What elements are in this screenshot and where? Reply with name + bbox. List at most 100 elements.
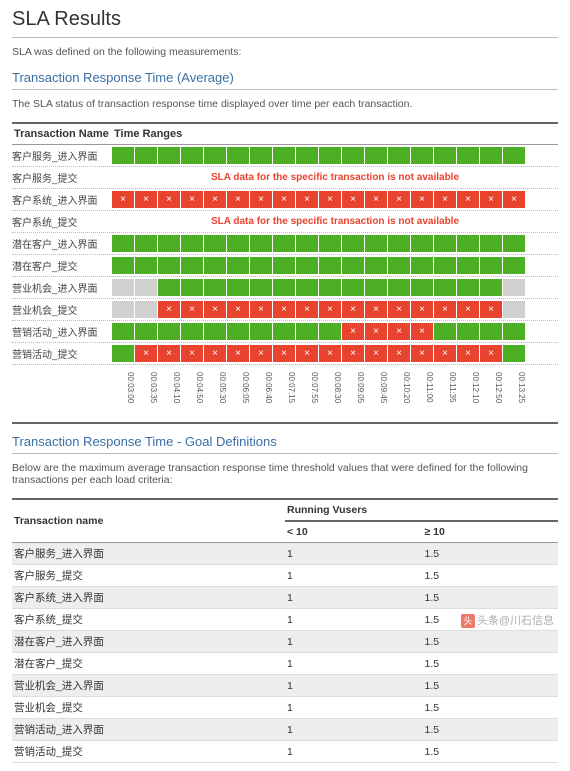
- goal-ge-value: 1.5: [423, 719, 559, 741]
- sla-cell-fail: [411, 323, 433, 340]
- goal-transaction-name: 潜在客户_提交: [12, 653, 285, 675]
- sla-cell-fail: [204, 345, 226, 362]
- section1-desc: The SLA status of transaction response t…: [12, 98, 558, 110]
- sla-cell-fail: [273, 345, 295, 362]
- sla-cell-pass: [342, 279, 364, 296]
- sla-cell-fail: [342, 301, 364, 318]
- sla-cell-pass: [503, 257, 525, 274]
- sla-cell-pass: [135, 235, 157, 252]
- transaction-name-cell: 潜在客户_进入界面: [12, 233, 112, 255]
- section1-title: Transaction Response Time (Average): [12, 70, 558, 85]
- divider: [12, 453, 558, 454]
- sla-cell-pass: [319, 147, 341, 164]
- time-tick: 00:11:35: [435, 370, 457, 415]
- section2-title: Transaction Response Time - Goal Definit…: [12, 434, 558, 449]
- sla-cell-pass: [204, 279, 226, 296]
- sla-cell-pass: [434, 257, 456, 274]
- goal-ge-value: 1.5: [423, 675, 559, 697]
- transaction-name-cell: 营业机会_进入界面: [12, 277, 112, 299]
- sla-cell-pass: [503, 323, 525, 340]
- goal-transaction-name: 客户系统_进入界面: [12, 587, 285, 609]
- sla-cell-pass: [365, 279, 387, 296]
- time-axis: 00:03:0000:03:3500:04:1000:04:5000:05:30…: [113, 370, 557, 415]
- sla-cell-pass: [250, 147, 272, 164]
- time-tick: 00:04:50: [182, 370, 204, 415]
- sla-cell-pass: [434, 235, 456, 252]
- divider: [12, 89, 558, 90]
- sla-cell-pass: [112, 257, 134, 274]
- section2-desc: Below are the maximum average transactio…: [12, 462, 558, 486]
- goal-ge-value: 1.5: [423, 565, 559, 587]
- sla-cell-fail: [319, 301, 341, 318]
- transaction-name-cell: 客户服务_提交: [12, 167, 112, 189]
- sla-cell-pass: [273, 235, 295, 252]
- sla-cell-fail: [457, 301, 479, 318]
- sla-cell-fail: [112, 191, 134, 208]
- sla-cell-pass: [434, 147, 456, 164]
- sla-cell-pass: [135, 323, 157, 340]
- sla-cell-fail: [158, 301, 180, 318]
- sla-cell-fail: [250, 191, 272, 208]
- sla-cell-fail: [388, 301, 410, 318]
- sla-cell-pass: [112, 235, 134, 252]
- col-transaction-name: Transaction name: [12, 499, 285, 543]
- sla-cell-fail: [480, 301, 502, 318]
- goal-lt-value: 1: [285, 631, 423, 653]
- time-tick: 00:10:20: [389, 370, 411, 415]
- goal-transaction-name: 营销活动_提交: [12, 741, 285, 763]
- sla-cell-fail: [365, 301, 387, 318]
- transaction-name-cell: 客户服务_进入界面: [12, 145, 112, 167]
- sla-cell-pass: [411, 279, 433, 296]
- sla-cell-pass: [250, 257, 272, 274]
- goal-row: 营销活动_提交11.5: [12, 741, 558, 763]
- sla-cell-fail: [434, 191, 456, 208]
- time-tick: 00:06:05: [228, 370, 250, 415]
- transaction-name-cell: 客户系统_提交: [12, 211, 112, 233]
- time-tick: 00:11:00: [412, 370, 434, 415]
- time-tick: 00:09:05: [343, 370, 365, 415]
- sla-cell-pass: [388, 147, 410, 164]
- sla-cell-na: [503, 279, 525, 296]
- divider: [12, 37, 558, 38]
- transaction-name-cell: 客户系统_进入界面: [12, 189, 112, 211]
- sla-cell-fail: [434, 345, 456, 362]
- sla-not-available-msg: SLA data for the specific transaction is…: [112, 213, 558, 230]
- sla-cell-pass: [250, 235, 272, 252]
- goal-lt-value: 1: [285, 719, 423, 741]
- sla-cell-fail: [411, 301, 433, 318]
- sla-cell-pass: [296, 257, 318, 274]
- sla-cell-fail: [480, 191, 502, 208]
- sla-cell-fail: [273, 191, 295, 208]
- sla-cell-pass: [158, 323, 180, 340]
- goal-lt-value: 1: [285, 565, 423, 587]
- goal-transaction-name: 营业机会_提交: [12, 697, 285, 719]
- time-range-cells: [112, 233, 558, 255]
- sla-cell-fail: [158, 191, 180, 208]
- sla-cell-pass: [296, 235, 318, 252]
- time-range-cells: [112, 255, 558, 277]
- sla-cell-pass: [365, 235, 387, 252]
- intro-text: SLA was defined on the following measure…: [12, 46, 558, 58]
- sla-cell-fail: [296, 301, 318, 318]
- watermark-prefix: 头条: [477, 615, 499, 627]
- sla-cell-pass: [319, 257, 341, 274]
- goal-lt-value: 1: [285, 697, 423, 719]
- sla-cell-fail: [342, 191, 364, 208]
- sla-cell-pass: [319, 279, 341, 296]
- sla-cell-fail: [388, 191, 410, 208]
- sla-cell-pass: [273, 279, 295, 296]
- time-range-cells: SLA data for the specific transaction is…: [112, 167, 558, 189]
- sla-cell-pass: [158, 147, 180, 164]
- sla-not-available-msg: SLA data for the specific transaction is…: [112, 169, 558, 186]
- goal-transaction-name: 客户服务_提交: [12, 565, 285, 587]
- sla-cell-pass: [204, 323, 226, 340]
- sla-cell-fail: [457, 191, 479, 208]
- goal-transaction-name: 客户系统_提交: [12, 609, 285, 631]
- col-transaction-name: Transaction Name: [12, 123, 112, 145]
- col-time-ranges: Time Ranges: [112, 123, 558, 145]
- time-tick: 00:13:25: [504, 370, 526, 415]
- goal-ge-value: 1.5: [423, 653, 559, 675]
- goal-row: 客户服务_进入界面11.5: [12, 543, 558, 565]
- sla-cell-fail: [388, 345, 410, 362]
- sla-cell-fail: [296, 191, 318, 208]
